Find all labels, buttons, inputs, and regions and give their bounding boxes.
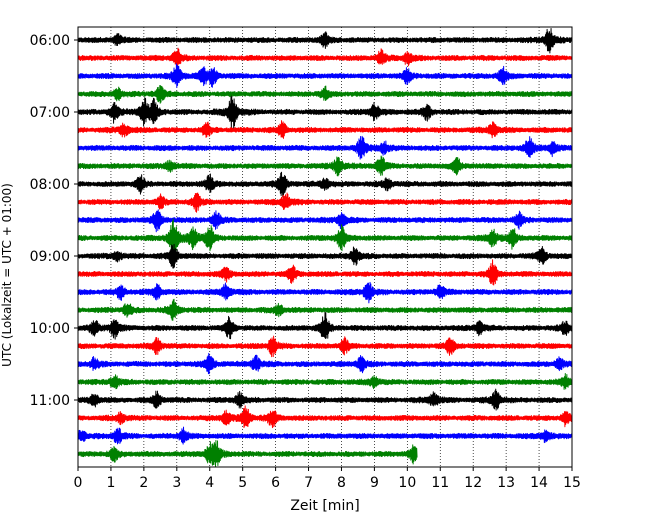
- x-tick-label: 0: [74, 475, 83, 491]
- y-tick-label: 10:00: [30, 321, 70, 337]
- x-tick-label: 8: [337, 475, 346, 491]
- x-tick-label: 4: [205, 475, 214, 491]
- x-tick-label: 9: [370, 475, 379, 491]
- trace-0700: [77, 120, 573, 139]
- trace-0900: [77, 259, 573, 286]
- y-axis-label: UTC (Lokalzeit = UTC + 01:00): [0, 183, 14, 367]
- x-tick-label: 15: [563, 475, 581, 491]
- grid-lines: [110, 27, 540, 467]
- trace-1000: [77, 335, 573, 358]
- trace-0715: [77, 135, 573, 160]
- trace-1030: [77, 372, 573, 390]
- trace-1115: [77, 426, 573, 445]
- x-tick-label: 14: [530, 475, 548, 491]
- trace-0930: [77, 298, 573, 321]
- x-tick-label: 13: [497, 475, 515, 491]
- trace-0815: [77, 209, 573, 233]
- x-tick-label: 2: [139, 475, 148, 491]
- trace-0630: [77, 85, 573, 104]
- trace-0945: [77, 312, 573, 340]
- trace-1100: [77, 405, 573, 429]
- seismic-traces: [77, 27, 573, 468]
- trace-0645: [77, 95, 573, 130]
- plot-frame: [77, 26, 573, 468]
- x-tick-label: 6: [271, 475, 280, 491]
- x-tick-label: 11: [431, 475, 449, 491]
- trace-1130: [77, 439, 418, 468]
- x-tick-label: 5: [238, 475, 247, 491]
- y-tick-label: 06:00: [30, 33, 70, 49]
- x-tick-label: 3: [172, 475, 181, 491]
- trace-0915: [77, 281, 573, 304]
- trace-0845: [77, 243, 573, 269]
- x-axis-ticks: 0 1 2 3 4 5 6 7 8 9 10 11 12 13 14 15: [74, 467, 581, 491]
- trace-0730: [77, 155, 573, 177]
- trace-0545: [77, 27, 573, 54]
- x-axis-label: Zeit [min]: [290, 498, 359, 514]
- trace-0600: [77, 47, 573, 68]
- trace-1015: [77, 352, 573, 375]
- y-tick-label: 07:00: [30, 105, 70, 121]
- x-tick-label: 7: [304, 475, 313, 491]
- trace-0745: [77, 171, 573, 198]
- trace-0615: [77, 63, 573, 88]
- x-tick-label: 10: [398, 475, 416, 491]
- x-tick-label: 12: [464, 475, 482, 491]
- trace-1045: [77, 388, 573, 411]
- y-tick-label: 08:00: [30, 177, 70, 193]
- trace-0830: [77, 218, 573, 253]
- y-tick-label: 11:00: [30, 393, 70, 409]
- y-axis-ticks: 06:00 07:00 08:00 09:00 10:00 11:00: [30, 33, 78, 409]
- trace-0800: [77, 192, 573, 213]
- y-tick-label: 09:00: [30, 249, 70, 265]
- x-tick-label: 1: [106, 475, 115, 491]
